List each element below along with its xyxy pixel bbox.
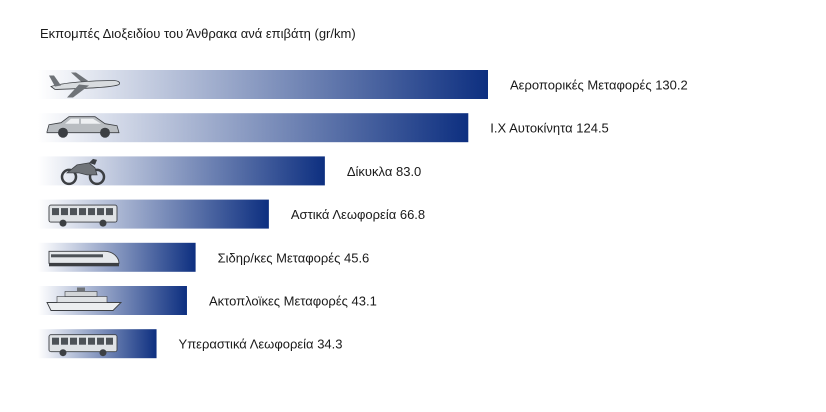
airplane-icon	[49, 72, 121, 98]
train-icon	[48, 250, 120, 267]
category-label: Αστικά Λεωφορεία	[291, 207, 400, 222]
category-label: Υπεραστικά Λεωφορεία	[179, 337, 318, 352]
bar-row: Αστικά Λεωφορεία 66.8	[38, 199, 425, 229]
value-label: 124.5	[576, 121, 609, 136]
motorcycle-icon	[60, 158, 106, 186]
bar-row: Ι.Χ Αυτοκίνητα 124.5	[38, 113, 609, 143]
bar-label: Ακτοπλοϊκες Μεταφορές 43.1	[209, 294, 377, 309]
category-label: Ι.Χ Αυτοκίνητα	[490, 121, 576, 136]
value-label: 34.3	[317, 337, 342, 352]
bar-row: Δίκυκλα 83.0	[38, 156, 421, 186]
value-label: 45.6	[344, 250, 369, 265]
bar-row: Σιδηρ/κες Μεταφορές 45.6	[38, 242, 370, 272]
value-label: 43.1	[352, 294, 377, 309]
bars-group: Αεροπορικές Μεταφορές 130.2 Ι.Χ Αυτοκίνητ…	[38, 70, 688, 359]
value-label: 130.2	[655, 78, 688, 93]
bar-label: Αεροπορικές Μεταφορές 130.2	[510, 78, 688, 93]
bar-label: Αστικά Λεωφορεία 66.8	[291, 207, 425, 222]
car-icon	[46, 116, 120, 138]
bar-label: Δίκυκλα 83.0	[347, 164, 421, 179]
bar-label: Σιδηρ/κες Μεταφορές 45.6	[218, 250, 370, 265]
bar-row: Υπεραστικά Λεωφορεία 34.3	[38, 329, 343, 359]
bar-label: Ι.Χ Αυτοκίνητα 124.5	[490, 121, 609, 136]
category-label: Αεροπορικές Μεταφορές	[510, 78, 655, 93]
coach-bus-icon	[48, 334, 118, 357]
ship-icon	[46, 287, 123, 311]
city-bus-icon	[48, 204, 118, 227]
category-label: Δίκυκλα	[347, 164, 396, 179]
category-label: Σιδηρ/κες Μεταφορές	[218, 250, 344, 265]
chart-title: Εκπομπές Διοξειδίου του Άνθρακα ανά επιβ…	[40, 26, 356, 41]
bar-label: Υπεραστικά Λεωφορεία 34.3	[179, 337, 343, 352]
bar-row: Αεροπορικές Μεταφορές 130.2	[38, 70, 688, 99]
bar-row: Ακτοπλοϊκες Μεταφορές 43.1	[38, 286, 377, 315]
category-label: Ακτοπλοϊκες Μεταφορές	[209, 294, 352, 309]
value-label: 66.8	[400, 207, 425, 222]
value-label: 83.0	[396, 164, 421, 179]
